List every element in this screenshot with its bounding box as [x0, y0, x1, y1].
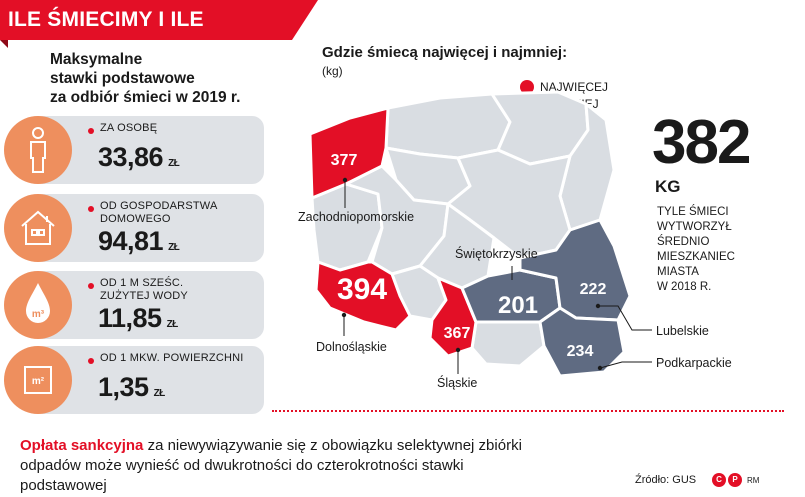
region-dolnoslaskie	[314, 260, 412, 332]
stat-unit: ZŁ	[168, 158, 180, 169]
bullet-dot	[88, 128, 94, 134]
label-lubelskie: Lubelskie	[656, 324, 709, 338]
stat-card-per-person: ZA OSOBĘ 33,86 ZŁ	[0, 116, 264, 184]
value-lubelskie: 222	[580, 281, 607, 298]
footer-note: Opłata sankcyjna za niewywiązywanie się …	[20, 436, 540, 496]
map-unit: (kg)	[322, 64, 343, 78]
region-lubuskie	[310, 182, 384, 272]
label-swietokrzyskie: Świętokrzyskie	[455, 247, 538, 261]
bullet-dot	[88, 358, 94, 364]
footer-text: za niewywiązywanie się z obowiązku selek…	[20, 437, 522, 494]
stat-card-bg	[42, 271, 264, 339]
stat-icon-circle	[4, 194, 72, 262]
stat-label: ZA OSOBĘ	[100, 122, 158, 134]
region-malopolskie	[470, 320, 546, 368]
stat-card-per-water: m³ OD 1 M SZEŚC. ZUŻYTEJ WODY 11,85 ZŁ	[0, 271, 264, 339]
stat-value: 11,85 ZŁ	[98, 303, 179, 333]
rates-title: Maksymalne stawki podstawowe za odbiór ś…	[50, 50, 240, 107]
highlight-unit: KG	[655, 177, 681, 196]
region-zachodniopomorskie	[308, 106, 390, 200]
rates-title-line: za odbiór śmieci w 2019 r.	[50, 89, 241, 106]
region-pomorskie	[384, 92, 512, 160]
rates-title-line: Maksymalne	[50, 51, 143, 68]
stat-unit: ZŁ	[166, 319, 179, 330]
banner-fold	[0, 40, 8, 48]
source-note: Źródło: GUS	[635, 474, 697, 486]
stat-card-bg	[42, 116, 264, 184]
leader-lubelskie	[598, 305, 652, 331]
logo-rm-text: RM	[747, 476, 760, 485]
region-podkarpackie	[538, 306, 626, 378]
stat-label: OD 1 MKW. POWIERZCHNI	[100, 352, 244, 364]
stat-icon-circle	[4, 116, 72, 184]
dotted-divider	[272, 410, 784, 412]
leader-podkarpackie	[599, 361, 652, 369]
rates-title-line: stawki podstawowe	[50, 70, 195, 87]
stat-icon-circle: m³	[4, 271, 72, 339]
stat-value: 1,35 ZŁ	[98, 372, 166, 402]
svg-text:m³: m³	[32, 309, 45, 320]
page-title: ILE ŚMIECIMY I ILE PŁACIMY	[8, 8, 204, 71]
stat-value: 33,86 ZŁ	[98, 142, 180, 172]
stat-label: OD GOSPODARSTWA DOMOWEGO	[100, 200, 218, 225]
house-icon	[21, 210, 55, 245]
value-dolnoslaskie: 394	[337, 273, 387, 306]
footer-highlight: Opłata sankcyjna	[20, 437, 144, 454]
logo-p-icon: P	[728, 473, 742, 487]
area-square-icon: m²	[24, 366, 52, 394]
logo-c-icon: C	[712, 473, 726, 487]
stat-card-bg	[42, 346, 264, 414]
stat-card-per-area: m² OD 1 MKW. POWIERZCHNI 1,35 ZŁ	[0, 346, 264, 414]
svg-text:m²: m²	[32, 376, 45, 387]
stat-icon-circle: m²	[4, 346, 72, 414]
header-banner: ILE ŚMIECIMY I ILE PŁACIMY	[0, 0, 292, 71]
value-slaskie: 367	[444, 325, 471, 342]
label-podkarpackie: Podkarpackie	[656, 356, 732, 370]
label-zachodniopomorskie: Zachodniopomorskie	[298, 210, 415, 224]
stat-card-bg	[42, 194, 264, 262]
stat-card-per-household: OD GOSPODARSTWA DOMOWEGO 94,81 ZŁ	[0, 194, 264, 262]
stat-unit: ZŁ	[153, 388, 166, 399]
person-icon	[30, 127, 46, 173]
legend-most-label: NAJWIĘCEJ	[540, 80, 609, 94]
value-swietokrzyskie: 201	[498, 292, 538, 319]
highlight-number: 382	[652, 108, 751, 177]
stat-value: 94,81 ZŁ	[98, 226, 180, 256]
water-drop-icon: m³	[26, 283, 50, 323]
label-slaskie: Śląskie	[437, 376, 478, 390]
map-title: Gdzie śmiecą najwięcej i najmniej:	[322, 44, 568, 61]
stat-unit: ZŁ	[168, 242, 180, 253]
legend-most-swatch	[520, 80, 534, 94]
label-dolnoslaskie: Dolnośląskie	[316, 340, 387, 354]
highlight-description: TYLE ŚMIECI WYTWORZYŁ ŚREDNIO MIESZKANIE…	[657, 206, 735, 293]
value-podkarpackie: 234	[567, 343, 594, 360]
value-zachodniopomorskie: 377	[331, 152, 358, 169]
bullet-dot	[88, 283, 94, 289]
stat-label: OD 1 M SZEŚC. ZUŻYTEJ WODY	[100, 277, 188, 302]
bullet-dot	[88, 206, 94, 212]
banner-tail	[292, 0, 318, 40]
